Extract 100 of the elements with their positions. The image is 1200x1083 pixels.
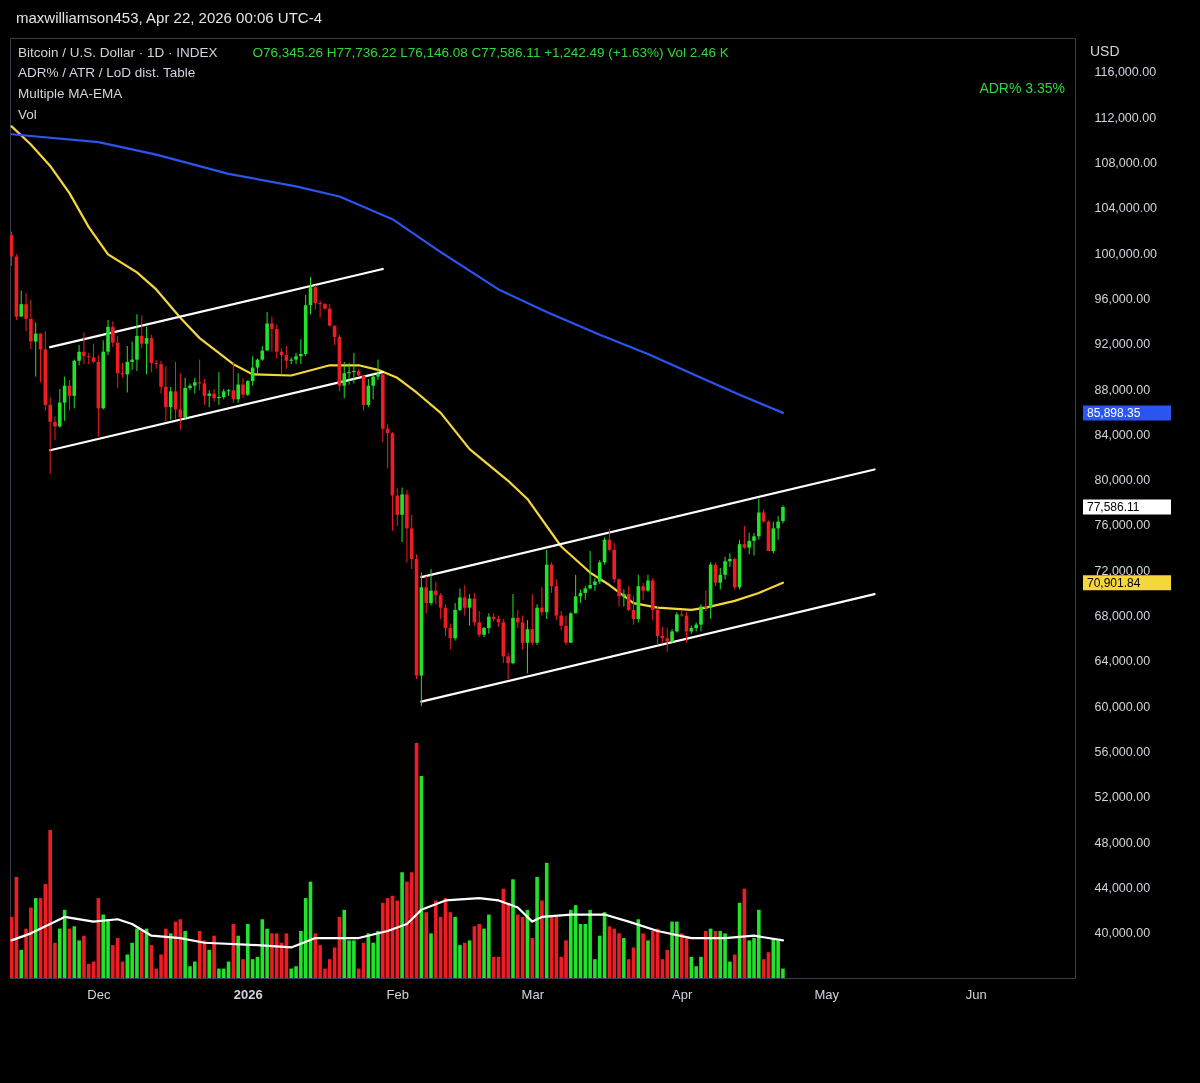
candlestick: [597, 559, 602, 585]
annotation: Multiple MA-EMA: [18, 86, 123, 101]
candlestick: [86, 352, 91, 365]
x-tick-label: Apr: [672, 986, 693, 1002]
bar: [732, 954, 737, 978]
y-tick-label: 72,000.00: [1094, 563, 1151, 578]
candlestick: [91, 343, 96, 364]
candlestick: [434, 581, 438, 605]
bar: [139, 931, 144, 978]
x-tick-label: May: [814, 986, 840, 1002]
candlestick: [675, 611, 679, 634]
bar: [424, 912, 428, 978]
bar: [274, 933, 279, 978]
y-tick-label: 64,000.00: [1094, 654, 1151, 669]
y-tick-label: 52,000.00: [1094, 790, 1151, 805]
y-tick-label: 56,000.00: [1094, 744, 1151, 759]
candlestick: [699, 603, 703, 632]
candlestick: [752, 532, 756, 557]
annotation: ADR% / ATR / LoD dist. Table: [18, 65, 196, 80]
bar: [718, 931, 723, 978]
candlestick: [19, 290, 24, 318]
candlestick: [270, 316, 274, 353]
text: maxwilliamson453, Apr 22, 2026 00:06 UTC-4: [16, 9, 322, 26]
candlestick: [327, 303, 332, 328]
candlestick: [24, 292, 28, 332]
candlestick: [58, 388, 62, 429]
bar: [535, 876, 539, 978]
bar: [289, 968, 294, 978]
y-tick-label: 76,000.00: [1094, 518, 1151, 533]
candlestick: [776, 515, 780, 541]
candlestick: [274, 324, 279, 360]
bar: [477, 923, 482, 978]
candlestick: [462, 584, 467, 617]
bar: [400, 872, 404, 978]
bar: [612, 928, 617, 978]
candlestick: [342, 361, 347, 399]
bar: [665, 949, 670, 978]
y-tick-label: 44,000.00: [1094, 880, 1151, 895]
candlestick: [130, 341, 134, 371]
candlestick: [241, 377, 245, 399]
x-tick-label: Dec: [87, 986, 111, 1002]
bar: [771, 938, 776, 978]
y-tick-label: 112,000.00: [1094, 110, 1157, 125]
y-tick-label: 96,000.00: [1094, 291, 1151, 306]
candlestick: [424, 575, 428, 614]
candlestick: [33, 321, 38, 378]
candlestick: [622, 589, 626, 608]
text: 70,901.84: [1087, 575, 1141, 590]
candlestick: [53, 415, 57, 441]
bar: [679, 933, 684, 978]
text: Bitcoin / U.S. Dollar · 1D · INDEX: [18, 45, 218, 60]
candlestick: [111, 320, 115, 348]
bar: [540, 900, 544, 978]
candlestick: [82, 331, 86, 365]
bar: [241, 959, 245, 978]
candlestick: [164, 365, 168, 422]
bar: [19, 949, 24, 978]
candlestick: [540, 586, 544, 617]
candlestick: [48, 396, 52, 475]
bar: [246, 923, 250, 978]
y-tick-label: 100,000.00: [1094, 246, 1158, 261]
text: 77,586.11: [1087, 500, 1140, 515]
bar: [544, 862, 549, 978]
candlestick: [135, 313, 139, 372]
candlestick: [728, 552, 732, 568]
candlestick: [665, 627, 670, 653]
candlestick: [723, 556, 727, 580]
y-tick-label: 116,000.00: [1094, 65, 1157, 80]
bar: [395, 900, 400, 978]
candlestick: [217, 371, 221, 406]
bar: [462, 942, 467, 978]
text: USD: [1090, 43, 1120, 59]
bar: [342, 909, 347, 978]
line-series: [10, 133, 785, 414]
candlestick: [352, 352, 356, 384]
candlestick: [236, 372, 240, 404]
bar: [530, 938, 535, 978]
bar: [434, 900, 438, 978]
candlestick: [318, 300, 322, 319]
bar: [511, 879, 515, 978]
bar: [515, 914, 520, 978]
candlestick: [10, 231, 14, 267]
candlestick: [530, 593, 535, 646]
candlestick: [400, 487, 404, 543]
y-tick-label: 48,000.00: [1094, 835, 1151, 850]
candlestick: [487, 612, 491, 635]
candlestick: [458, 587, 462, 612]
candlestick: [294, 352, 298, 365]
candlestick: [617, 577, 621, 608]
candlestick: [284, 345, 289, 370]
candlestick: [718, 567, 723, 591]
candlestick: [395, 487, 400, 527]
candlestick: [506, 652, 510, 680]
annotation: Vol: [18, 107, 37, 122]
candlestick: [771, 521, 776, 554]
bar: [236, 935, 240, 978]
bar: [641, 933, 645, 978]
text: 85,898.35: [1087, 405, 1141, 420]
candlestick: [564, 615, 568, 646]
bar: [650, 931, 655, 978]
